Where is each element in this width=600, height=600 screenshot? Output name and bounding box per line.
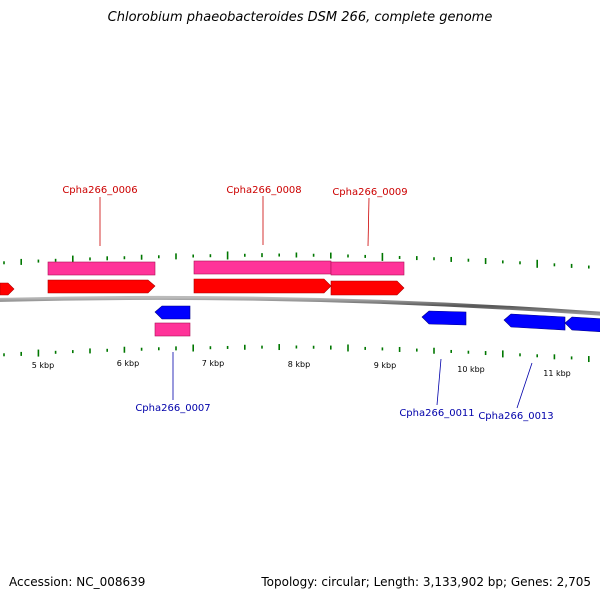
gene-label-0006[interactable]: Cpha266_0006 bbox=[62, 185, 137, 196]
leader-line-0009 bbox=[367, 197, 370, 247]
gene-label-0008[interactable]: Cpha266_0008 bbox=[226, 185, 301, 196]
gene-label-0009[interactable]: Cpha266_0009 bbox=[332, 187, 407, 198]
genome-backbone bbox=[0, 295, 600, 316]
cds-arrow-0009[interactable] bbox=[330, 280, 405, 296]
tick-label-7kbp: 7 kbp bbox=[202, 359, 224, 368]
cds-arrow-0013[interactable] bbox=[503, 313, 566, 331]
gc-skew-ticks-upper bbox=[3, 251, 590, 269]
gene-feature-0006[interactable] bbox=[47, 261, 156, 276]
leader-line-0013 bbox=[516, 362, 533, 409]
leader-line-0011 bbox=[436, 358, 442, 406]
tick-label-8kbp: 8 kbp bbox=[288, 360, 310, 369]
cds-arrow-0006[interactable] bbox=[47, 279, 156, 294]
tick-label-6kbp: 6 kbp bbox=[117, 359, 139, 368]
gene-label-0007[interactable]: Cpha266_0007 bbox=[135, 403, 210, 414]
gene-feature-0008[interactable] bbox=[193, 260, 332, 275]
tick-label-9kbp: 9 kbp bbox=[374, 361, 396, 370]
gene-label-0013[interactable]: Cpha266_0013 bbox=[478, 411, 553, 422]
cds-arrow-0011[interactable] bbox=[421, 310, 467, 326]
tick-label-5kbp: 5 kbp bbox=[32, 361, 54, 370]
accession-text: Accession: NC_008639 bbox=[9, 575, 146, 589]
cds-arrow-0014[interactable] bbox=[564, 316, 600, 332]
gc-skew-ticks-lower bbox=[3, 344, 590, 363]
cds-arrow-0007[interactable] bbox=[154, 305, 191, 320]
gene-feature-0009[interactable] bbox=[330, 261, 405, 276]
tick-label-11kbp: 11 kbp bbox=[543, 369, 571, 378]
cds-arrow-0005[interactable] bbox=[0, 282, 15, 296]
gene-feature-0007[interactable] bbox=[154, 322, 191, 337]
map-title: Chlorobium phaeobacteroides DSM 266, com… bbox=[107, 10, 493, 25]
gene-label-0011[interactable]: Cpha266_0011 bbox=[399, 408, 474, 419]
tick-label-10kbp: 10 kbp bbox=[457, 365, 485, 374]
cds-arrow-0008[interactable] bbox=[193, 278, 332, 294]
topology-text: Topology: circular; Length: 3,133,902 bp… bbox=[261, 575, 591, 589]
